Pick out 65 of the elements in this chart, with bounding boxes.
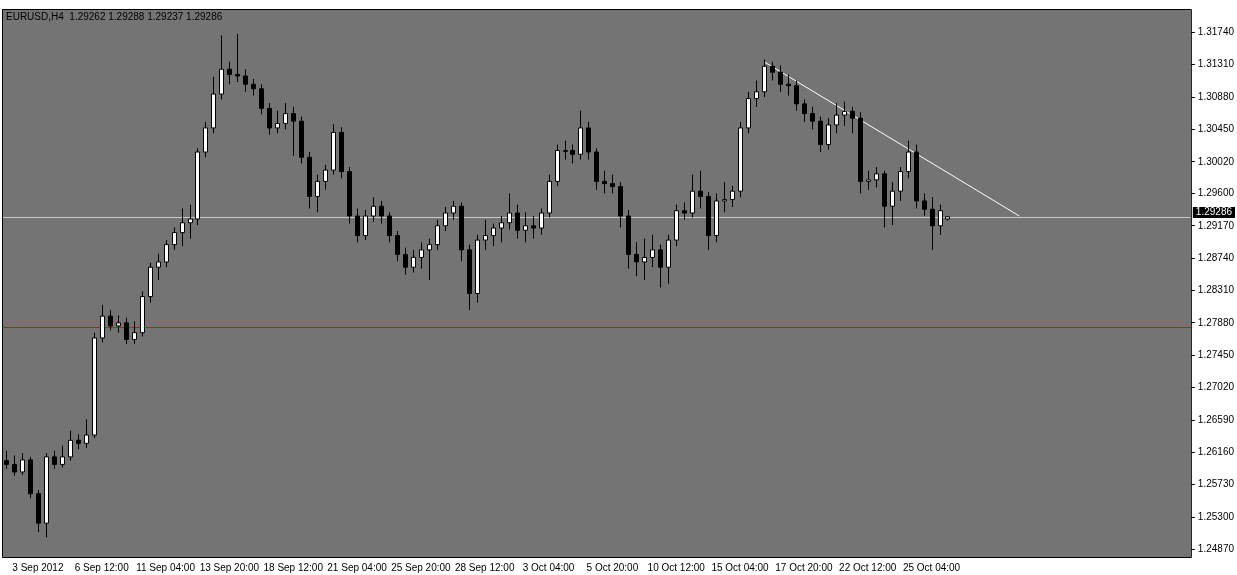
x-tick-label: 28 Sep 12:00 [454,561,515,573]
x-tick-label: 15 Oct 04:00 [711,561,770,573]
x-tick-label: 13 Sep 20:00 [199,561,260,573]
candlestick [291,106,296,157]
x-tick-label: 21 Sep 04:00 [327,561,388,573]
y-tick-label: 1.28310 [1197,284,1235,296]
candlestick [866,170,871,191]
candlestick [36,489,41,533]
candlestick [570,144,575,164]
candlestick [674,204,679,247]
candlestick [810,106,815,130]
candlestick [259,83,264,115]
candlestick [578,110,583,161]
y-tick-label: 1.25730 [1197,478,1235,490]
candlestick [738,121,743,198]
candlestick [283,102,288,130]
y-tick-label: 1.30880 [1197,90,1235,102]
candlestick [882,170,887,228]
candlestick [52,450,57,470]
candlestick [531,215,536,240]
candlestick [563,140,568,161]
candlestick [156,253,161,281]
candlestick [650,234,655,268]
candlestick [44,452,49,538]
candlestick [658,244,663,289]
y-tick-label: 1.29600 [1197,187,1235,199]
x-tick-label: 3 Sep 2012 [12,561,64,573]
x-tick-label: 10 Oct 12:00 [647,561,706,573]
x-tick-label: 25 Sep 20:00 [391,561,452,573]
x-tick-label: 17 Oct 20:00 [775,561,833,573]
candlestick [826,117,831,151]
y-tick-label: 1.30020 [1197,155,1235,167]
candlestick [395,230,400,262]
candlestick [499,215,504,243]
x-tick-label: 11 Sep 04:00 [136,561,196,573]
y-tick-label: 1.30450 [1197,123,1235,135]
x-tick-label: 6 Sep 12:00 [74,561,130,573]
x-tick-label: 5 Oct 20:00 [586,561,639,573]
chart-title: EURUSD,H4 1.29262 1.29288 1.29237 1.29286 [6,10,223,22]
y-tick-label: 1.28740 [1197,251,1235,263]
candlestick [898,166,903,202]
candlestick [419,241,424,270]
x-tick-label: 22 Oct 12:00 [839,561,897,573]
candlestick [60,445,65,468]
y-tick-label: 1.27450 [1197,349,1235,361]
candlestick [523,211,528,243]
y-tick-label: 1.27020 [1197,381,1235,393]
y-tick-label: 1.26160 [1197,446,1235,458]
x-tick-label: 18 Sep 12:00 [263,561,324,573]
candlestick [555,144,560,187]
y-tick-label: 1.25300 [1197,510,1235,522]
y-tick-label: 1.31740 [1197,26,1235,38]
candlestick [132,320,137,345]
candlestick [92,332,97,439]
candlestick [124,317,129,345]
y-tick-label: 1.24870 [1197,543,1235,555]
y-tick-label: 1.26590 [1197,413,1235,425]
candlestick [483,219,488,251]
y-tick-label: 1.29170 [1197,219,1235,231]
y-tick-label: 1.31310 [1197,58,1235,70]
y-tick-label: 1.27880 [1197,316,1235,328]
candlestick [922,192,927,217]
x-tick-label: 25 Oct 04:00 [902,561,961,573]
ref-line-label: 1.29286 [1195,206,1233,218]
x-tick-label: 3 Oct 04:00 [522,561,575,573]
